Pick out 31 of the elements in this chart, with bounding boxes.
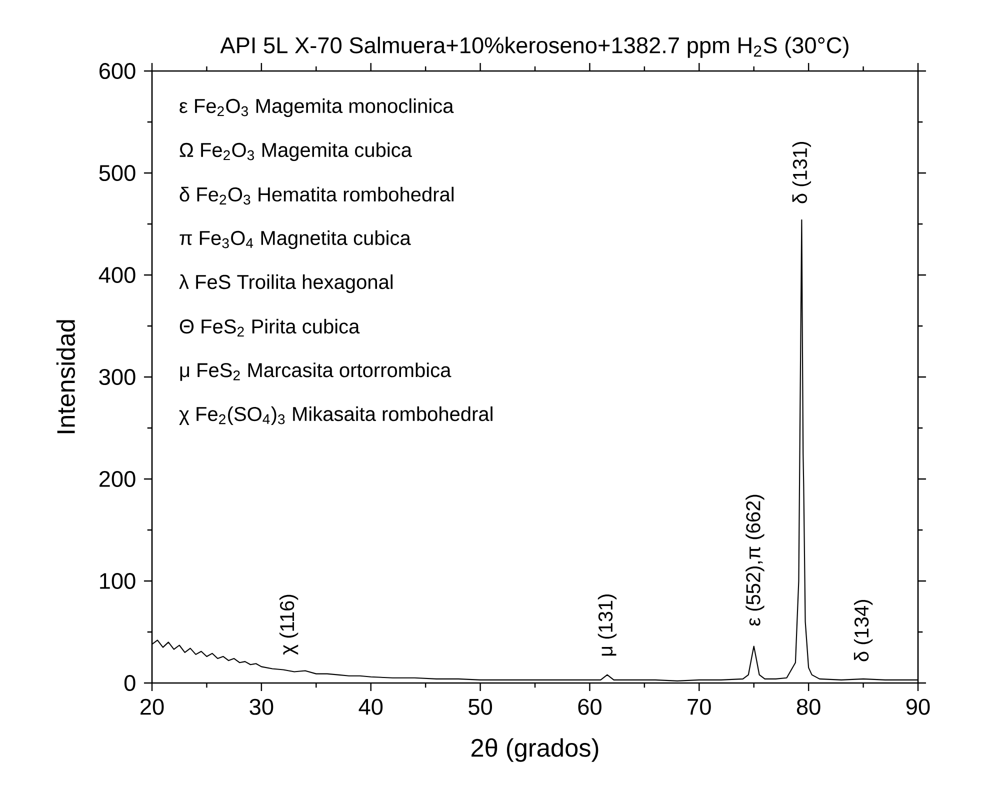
annotation: λ FeS Troilita hexagonal bbox=[179, 274, 393, 294]
x-tick-label: 90 bbox=[906, 698, 930, 715]
x-tick-label: 30 bbox=[250, 698, 274, 715]
x-tick-label: 40 bbox=[358, 698, 383, 715]
annotation: μ FeS$_{2}$ Marcasita ortorrombica bbox=[180, 362, 452, 381]
annotation: δ Fe$_{2}$O$_{3}$ Hematita rombohedral bbox=[180, 186, 454, 205]
annotation: π Fe$_{3}$O$_{4}$ Magnetita cubica bbox=[180, 230, 411, 250]
annotation: ε Fe$_{2}$O$_{3}$ Magemita monoclinica bbox=[180, 98, 454, 118]
chart-title: API 5L X-70 Salmuera+10%keroseno+1382.7 ppm H$_{2}$S (30°C) bbox=[220, 36, 848, 58]
x-tick-label: 50 bbox=[468, 698, 492, 715]
x-tick-label: 20 bbox=[140, 698, 164, 715]
y-tick-label: 600 bbox=[100, 62, 136, 80]
y-axis-title: Intensidad bbox=[56, 320, 75, 434]
annotation: δ (134) bbox=[854, 600, 873, 662]
y-tick-label: 300 bbox=[99, 368, 136, 386]
y-tick-label: 100 bbox=[100, 572, 136, 590]
x-tick-label: 70 bbox=[688, 698, 711, 715]
y-tick-label: 0 bbox=[124, 674, 136, 692]
annotation: Ω Fe$_{2}$O$_{3}$ Magemita cubica bbox=[180, 142, 412, 162]
y-tick-label: 200 bbox=[100, 470, 136, 488]
annotation: δ (131) bbox=[792, 142, 811, 204]
y-tick-label: 500 bbox=[99, 164, 136, 182]
annotation: ε (552),π (662) bbox=[746, 494, 764, 626]
x-tick-label: 80 bbox=[796, 698, 820, 715]
y-tick-label: 400 bbox=[98, 266, 136, 284]
x-axis-title: 2θ (grados) bbox=[472, 738, 598, 762]
x-tick-label: 60 bbox=[578, 698, 602, 715]
annotation: χ Fe$_{2}$(SO$_{4}$)$_{3}$ Mikasaita rombohedral bbox=[179, 406, 492, 426]
annotation: χ (116) bbox=[279, 594, 298, 655]
annotation: Θ FeS$_{2}$ Pirita cubica bbox=[180, 318, 360, 337]
annotation: μ (131) bbox=[598, 594, 617, 656]
